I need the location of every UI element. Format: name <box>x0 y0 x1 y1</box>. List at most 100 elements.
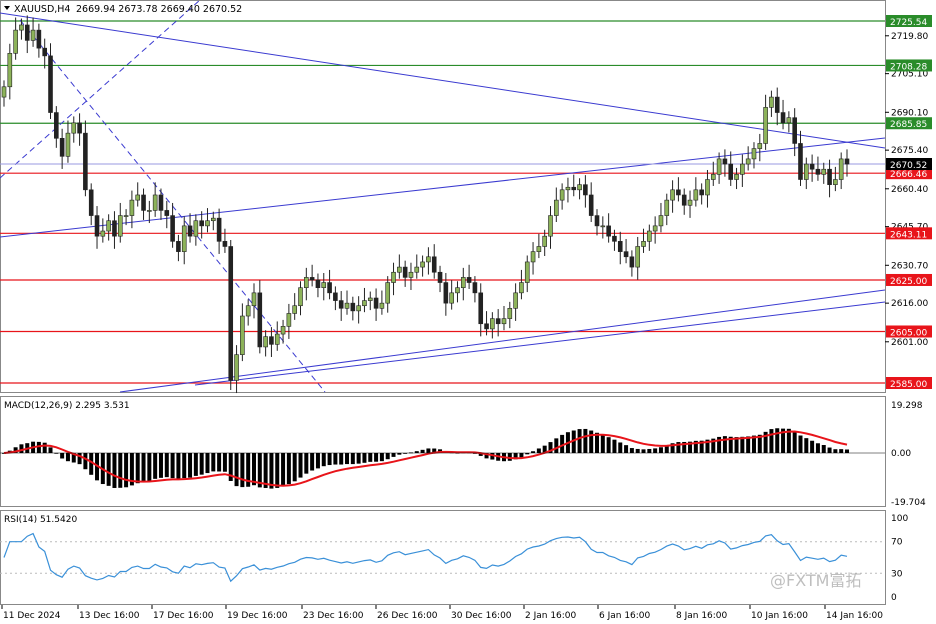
candle-body <box>59 138 65 157</box>
macd-bar <box>548 442 553 453</box>
candle-body <box>350 302 356 312</box>
price-tick-label-4: 2660.40 <box>891 185 928 195</box>
macd-bar <box>432 448 437 453</box>
macd-bar <box>246 453 251 487</box>
rsi-pane-frame <box>0 510 886 605</box>
macd-bar <box>222 453 227 472</box>
candle-body <box>716 158 722 175</box>
level-tag-7 <box>886 377 932 389</box>
level-tag-0 <box>886 15 932 27</box>
level-tag-4 <box>886 227 932 240</box>
macd-bar <box>65 453 70 462</box>
candle-body <box>292 305 297 314</box>
candle-body <box>356 305 361 312</box>
candle-body <box>286 313 292 327</box>
macd-bar <box>595 432 600 453</box>
macd-bar <box>531 451 536 453</box>
macd-bar <box>164 453 169 478</box>
macd-bar <box>234 453 239 487</box>
candle-body <box>838 158 844 180</box>
candle-body <box>519 282 524 294</box>
level-tag-text-3: 2666.46 <box>890 170 927 180</box>
macd-tick-label-2: -19.704 <box>891 498 926 508</box>
price-tick-label-1: 2705.10 <box>891 70 928 80</box>
macd-bar <box>827 447 832 453</box>
candle-body <box>751 148 757 160</box>
macd-bar <box>240 453 245 488</box>
candle-body <box>745 158 751 165</box>
macd-bar <box>554 438 559 453</box>
macd-bar <box>653 448 658 453</box>
macd-bar <box>775 428 780 453</box>
macd-bar <box>205 453 210 474</box>
candle-body <box>780 112 786 124</box>
candle-body <box>100 230 106 237</box>
candle-body <box>513 292 518 309</box>
macd-axis: 19.298 0.00 -19.704 <box>0 401 926 508</box>
macd-bar <box>792 431 797 453</box>
candle-body <box>71 122 77 134</box>
macd-bar <box>606 437 611 453</box>
triangle-down-icon[interactable] <box>4 6 10 10</box>
candle-body <box>19 24 24 31</box>
macd-bar <box>42 442 47 453</box>
candles <box>1 15 850 394</box>
candle-body <box>245 305 251 317</box>
time-label-0: 11 Dec 2024 <box>3 611 61 621</box>
level-tag-text-2: 2685.85 <box>890 120 927 130</box>
candle-body <box>804 163 809 180</box>
price-tick-label-0: 2719.80 <box>891 32 928 42</box>
candle-body <box>373 297 379 309</box>
macd-bar <box>705 439 710 453</box>
macd-bar <box>647 448 652 453</box>
level-tag-text-0: 2725.54 <box>890 18 927 28</box>
macd-bar <box>71 453 76 463</box>
lower-channel-line-2 <box>194 301 886 386</box>
price-tick-label-6: 2630.70 <box>891 261 928 271</box>
macd-bar <box>810 440 815 453</box>
candle-body <box>269 336 274 345</box>
macd-bar <box>833 449 838 453</box>
rsi-line <box>3 532 848 583</box>
candle-body <box>577 184 582 191</box>
candle-body <box>187 225 193 237</box>
time-label-6: 30 Dec 16:00 <box>451 611 512 621</box>
macd-tick-label-1: 0.00 <box>891 449 911 459</box>
candle-body <box>397 266 402 273</box>
candle-body <box>36 29 42 49</box>
upper-channel-line <box>0 137 886 238</box>
candle-body <box>210 217 216 222</box>
candle-body <box>455 287 460 294</box>
dashed-fan-line-up <box>0 0 201 179</box>
macd-bar <box>60 453 65 459</box>
candle-body <box>251 292 257 307</box>
macd-pane-frame <box>0 396 886 507</box>
macd-bar <box>624 445 629 453</box>
macd-bar <box>740 436 745 453</box>
time-axis: 11 Dec 2024 13 Dec 16:00 17 Dec 16:00 19 De… <box>1 605 883 621</box>
descending-resistance-line <box>0 12 886 149</box>
macd-bar <box>19 444 24 453</box>
time-label-2: 17 Dec 16:00 <box>153 611 214 621</box>
macd-bar <box>507 453 512 461</box>
candle-body <box>833 179 838 185</box>
candle-body <box>228 246 234 381</box>
macd-bar <box>321 453 326 467</box>
macd-bar <box>688 441 693 453</box>
macd-bar <box>821 445 826 453</box>
candle-body <box>664 199 670 216</box>
macd-bar <box>717 436 722 453</box>
macd-bar <box>379 453 384 462</box>
macd-bar <box>577 429 582 453</box>
macd-bar <box>89 453 94 475</box>
candle-body <box>106 220 111 232</box>
macd-bar <box>135 453 140 484</box>
macd-bar <box>48 447 53 453</box>
candle-body <box>135 194 141 201</box>
candle-body <box>623 251 629 258</box>
macd-bar <box>728 436 733 453</box>
macd-histogram <box>2 428 849 489</box>
macd-bar <box>560 434 565 453</box>
candle-body <box>205 220 210 227</box>
